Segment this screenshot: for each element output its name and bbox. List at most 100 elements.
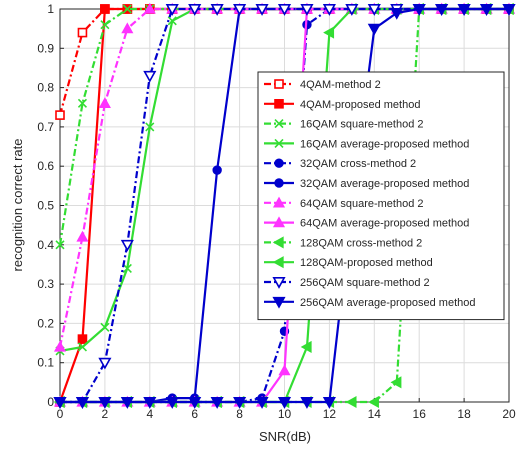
- legend-label: 128QAM-proposed method: [300, 257, 433, 269]
- data-point: [255, 4, 269, 16]
- legend-item: 4QAM-proposed method: [264, 99, 420, 111]
- data-point: [77, 342, 88, 352]
- y-tick-label: 0.9: [37, 41, 54, 55]
- x-tick-label: 18: [457, 407, 471, 421]
- legend-label: 256QAM square-method 2: [300, 277, 430, 289]
- data-point: [502, 4, 516, 16]
- legend-label: 16QAM average-proposed method: [300, 138, 469, 150]
- data-point: [435, 4, 449, 16]
- data-point: [143, 70, 157, 83]
- y-tick-label: 0.4: [37, 238, 54, 252]
- data-point: [390, 7, 404, 20]
- legend-item: 256QAM square-method 2: [264, 277, 430, 289]
- data-point: [272, 196, 286, 208]
- data-point: [120, 239, 134, 252]
- data-point: [274, 99, 284, 109]
- data-point: [77, 334, 88, 344]
- legend-box: [257, 71, 505, 321]
- data-point: [233, 4, 247, 16]
- y-axis-label: recognition correct rate: [10, 139, 25, 272]
- data-point: [274, 178, 284, 188]
- y-tick-label: 0.3: [37, 277, 54, 291]
- x-tick-label: 20: [502, 407, 516, 421]
- data-point: [272, 256, 284, 269]
- x-axis-label: SNR(dB): [259, 429, 311, 444]
- y-tick-label: 0.8: [37, 81, 54, 95]
- data-point: [165, 397, 179, 409]
- data-point: [122, 263, 132, 273]
- legend-label: 64QAM average-proposed method: [300, 218, 469, 230]
- x-tick-label: 10: [278, 407, 292, 421]
- legend-item: 16QAM square-method 2: [264, 119, 424, 131]
- data-point: [274, 119, 284, 129]
- legend-item: 32QAM average-proposed method: [264, 178, 469, 190]
- data-point: [412, 4, 426, 16]
- x-tick-label: 12: [323, 407, 337, 421]
- data-point: [165, 4, 179, 16]
- data-point: [55, 110, 65, 120]
- y-tick-label: 1: [47, 2, 54, 16]
- data-point: [121, 22, 134, 34]
- x-tick-label: 2: [102, 407, 109, 421]
- data-point: [212, 165, 222, 175]
- y-tick-label: 0: [47, 395, 54, 409]
- data-point: [167, 16, 177, 26]
- data-point: [274, 79, 284, 89]
- data-point: [322, 4, 336, 16]
- legend-item: 16QAM average-proposed method: [264, 138, 469, 150]
- data-point: [53, 340, 67, 352]
- data-point: [272, 236, 284, 249]
- data-point: [143, 2, 156, 14]
- legend-item: 128QAM-proposed method: [264, 256, 433, 269]
- legend-label: 64QAM square-method 2: [300, 198, 424, 210]
- axes: 0 2 4 6 8 10 12 14 16 18 20 0 0.1 0.2 0.3 0.4 0.5 0.6 0.7 0…: [37, 2, 516, 421]
- data-point: [55, 240, 65, 250]
- data-point: [143, 397, 157, 409]
- legend-label: 4QAM-proposed method: [300, 99, 420, 111]
- data-point: [300, 4, 314, 16]
- data-point: [300, 340, 312, 354]
- data-point: [98, 397, 112, 409]
- data-point: [272, 216, 286, 228]
- x-tick-label: 14: [368, 407, 382, 421]
- x-tick-label: 0: [57, 407, 64, 421]
- legend-item: 32QAM cross-method 2: [264, 158, 416, 170]
- data-point: [98, 357, 112, 370]
- legend-item: 4QAM-method 2: [264, 79, 381, 91]
- legend-label: 16QAM square-method 2: [300, 119, 424, 131]
- y-tick-label: 0.5: [37, 199, 54, 213]
- y-tick-label: 0.6: [37, 159, 54, 173]
- data-point: [98, 97, 111, 108]
- legend-label: 256QAM average-proposed method: [300, 297, 476, 309]
- data-point: [122, 4, 132, 14]
- data-point: [75, 397, 90, 409]
- data-point: [457, 4, 471, 16]
- data-point: [367, 23, 381, 36]
- legend-item: 64QAM average-proposed method: [264, 216, 469, 230]
- data-point: [300, 397, 314, 409]
- data-point: [277, 397, 292, 409]
- data-point: [188, 4, 202, 16]
- data-point: [278, 364, 291, 376]
- data-point: [210, 4, 224, 16]
- data-point: [345, 395, 357, 409]
- data-point: [390, 376, 402, 389]
- data-point: [367, 4, 381, 16]
- legend: 4QAM-method 2 4QAM-proposed method 16QAM s…: [257, 71, 505, 321]
- y-tick-label: 0.7: [37, 120, 54, 134]
- x-tick-label: 16: [413, 407, 427, 421]
- data-point: [323, 26, 335, 39]
- data-point: [272, 277, 286, 289]
- series-layer: [53, 2, 516, 409]
- data-point: [100, 322, 110, 332]
- data-point: [100, 20, 110, 30]
- data-point: [77, 98, 88, 108]
- data-point: [345, 4, 359, 16]
- x-tick-label: 6: [191, 407, 198, 421]
- legend-label: 32QAM average-proposed method: [300, 178, 469, 190]
- data-point: [255, 397, 269, 409]
- data-point: [120, 397, 134, 409]
- y-tick-label: 0.2: [37, 316, 54, 330]
- x-tick-label: 4: [146, 407, 153, 421]
- data-point: [274, 158, 284, 168]
